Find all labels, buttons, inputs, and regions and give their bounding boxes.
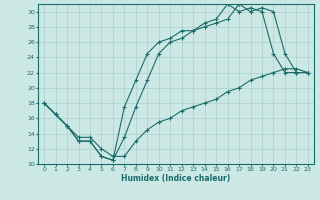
X-axis label: Humidex (Indice chaleur): Humidex (Indice chaleur) bbox=[121, 174, 231, 183]
